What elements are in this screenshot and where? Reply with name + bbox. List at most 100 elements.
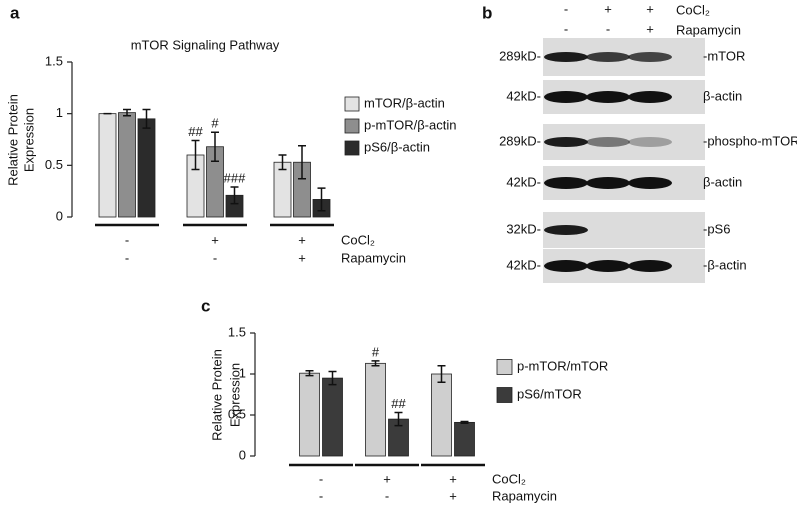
error-bar-line <box>317 187 326 212</box>
legend-swatch <box>344 96 360 112</box>
y-axis-label: Relative Protein <box>209 349 224 441</box>
condition-label: Rapamycin <box>341 250 406 265</box>
y-tick-label: 0.5 <box>45 157 63 172</box>
band-label: -pS6 <box>703 221 730 236</box>
legend-swatch <box>344 140 360 156</box>
blot-band <box>586 177 630 189</box>
bar <box>431 373 452 457</box>
error-bar <box>278 154 287 171</box>
error-bar-line <box>305 369 314 377</box>
y-axis-label: Relative Protein <box>5 94 20 186</box>
condition-mark: - <box>319 471 323 486</box>
condition-mark: - <box>125 250 129 265</box>
significance-label: ## <box>188 124 203 139</box>
y-axis-label: Expression <box>21 108 36 172</box>
significance-label: ## <box>391 396 406 411</box>
y-tick-label: 1.5 <box>45 53 63 68</box>
legend-label: pS6/mTOR <box>517 386 582 401</box>
panel-letter: b <box>482 3 492 22</box>
blot-band <box>586 137 630 147</box>
chart-title: mTOR Signaling Pathway <box>131 37 280 52</box>
molecular-weight: 32kD- <box>506 221 541 236</box>
legend-label: p-mTOR/mTOR <box>517 358 608 373</box>
error-bar-line <box>460 420 469 424</box>
blot-band <box>544 225 588 235</box>
error-bar <box>305 369 314 377</box>
blot-band <box>544 52 588 62</box>
condition-mark: + <box>449 471 457 486</box>
error-bar <box>191 139 200 171</box>
blot-band <box>586 52 630 62</box>
legend-swatch <box>496 359 513 375</box>
error-bar-line <box>142 108 151 129</box>
error-bar-line <box>123 108 131 117</box>
significance-label: ### <box>224 170 246 185</box>
condition-mark: + <box>646 1 654 16</box>
error-bar-line <box>437 365 446 383</box>
molecular-weight: 289kD- <box>499 133 541 148</box>
y-tick-label: 0.5 <box>228 406 246 421</box>
bar <box>365 362 386 457</box>
condition-label: CoCl₂ <box>492 471 526 486</box>
y-tick-label: 1.5 <box>228 324 246 339</box>
error-bar <box>317 187 326 212</box>
molecular-weight: 42kD- <box>506 88 541 103</box>
bar <box>273 161 292 218</box>
molecular-weight: 289kD- <box>499 48 541 63</box>
condition-label: Rapamycin <box>492 488 557 503</box>
error-bar <box>230 186 239 205</box>
bar <box>322 377 343 457</box>
error-bar-line <box>278 154 287 171</box>
condition-mark: - <box>213 250 217 265</box>
blot-band <box>544 137 588 147</box>
panel-letter: a <box>10 3 20 22</box>
condition-mark: - <box>385 488 389 503</box>
condition-label: Rapamycin <box>676 22 741 37</box>
y-tick-label: 1 <box>239 365 246 380</box>
blot-band <box>544 260 588 272</box>
blot-band <box>628 260 672 272</box>
error-bar-line <box>230 186 239 205</box>
error-bar <box>394 411 403 427</box>
error-bar <box>123 108 131 117</box>
blot-band <box>628 177 672 189</box>
blot-band <box>544 91 588 103</box>
error-bar <box>298 144 306 180</box>
blot-band <box>586 260 630 272</box>
condition-mark: + <box>449 488 457 503</box>
y-tick-label: 0 <box>239 447 246 462</box>
y-tick-label: 1 <box>56 105 63 120</box>
band-label: β-actin <box>703 174 742 189</box>
error-bar-line <box>191 139 200 171</box>
y-axis-label: Expression <box>227 363 242 427</box>
condition-mark: + <box>383 471 391 486</box>
error-bar <box>371 360 380 367</box>
bar <box>98 113 117 218</box>
blot-band <box>628 137 672 147</box>
condition-mark: - <box>564 1 568 16</box>
condition-mark: - <box>564 21 568 36</box>
significance-label: # <box>211 116 219 131</box>
band-label: -β-actin <box>703 257 747 272</box>
condition-mark: + <box>211 232 219 247</box>
error-bar <box>437 365 446 383</box>
condition-label: CoCl₂ <box>676 2 710 17</box>
y-tick-label: 0 <box>56 208 63 223</box>
legend-swatch <box>344 118 360 134</box>
error-bar-line <box>328 370 337 386</box>
legend-label: mTOR/β-actin <box>364 95 445 110</box>
legend-label: pS6/β-actin <box>364 139 430 154</box>
band-label: -phospho-mTOR <box>703 133 797 148</box>
error-bar <box>142 108 151 129</box>
significance-label: # <box>372 344 380 359</box>
legend-label: p-mTOR/β-actin <box>364 117 456 132</box>
error-bar-line <box>211 131 219 162</box>
molecular-weight: 42kD- <box>506 174 541 189</box>
bar <box>299 372 320 457</box>
condition-mark: - <box>606 21 610 36</box>
error-bar <box>460 420 469 424</box>
error-bar-line <box>298 144 306 180</box>
bar <box>137 118 156 218</box>
legend-swatch <box>496 387 513 403</box>
